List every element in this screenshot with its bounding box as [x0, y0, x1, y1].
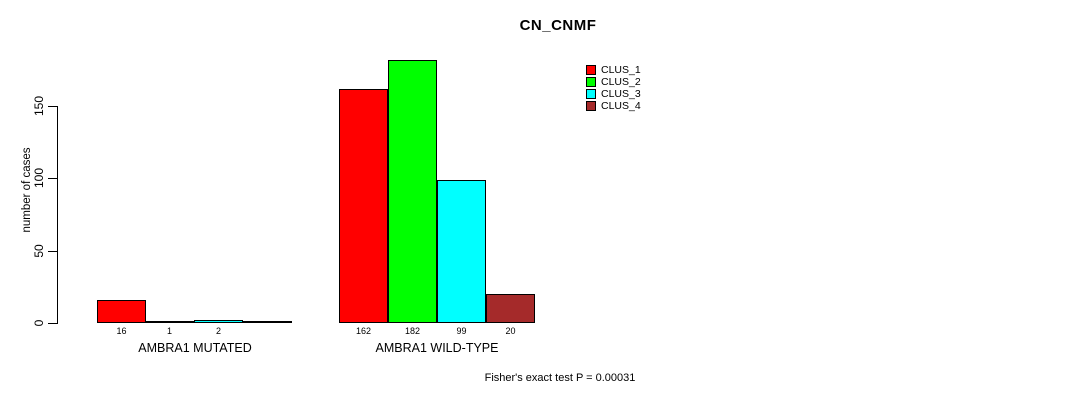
legend-label: CLUS_2	[601, 76, 641, 88]
legend-label: CLUS_4	[601, 100, 641, 112]
legend-swatch-icon	[586, 65, 596, 75]
fisher-test-note: Fisher's exact test P = 0.00031	[484, 372, 636, 384]
y-tick-mark	[48, 251, 58, 252]
bar-value-label: 16	[116, 326, 127, 336]
y-tick-mark	[48, 178, 58, 179]
legend-row: CLUS_3	[586, 88, 641, 100]
legend-row: CLUS_4	[586, 100, 641, 112]
y-tick-mark	[48, 323, 58, 324]
bar-clus_1-group1	[97, 300, 146, 323]
legend: CLUS_1 CLUS_2 CLUS_3 CLUS_4	[586, 64, 641, 112]
bar-clus_3-group2	[437, 180, 486, 323]
y-tick-label: 50	[32, 244, 46, 258]
bar-value-label: 2	[215, 326, 221, 336]
bar-value-label: 182	[404, 326, 421, 336]
legend-label: CLUS_1	[601, 64, 641, 76]
bar-clus_4-group1	[243, 321, 292, 323]
bar-value-label: 20	[505, 326, 516, 336]
bar-value-label: 1	[166, 326, 172, 336]
legend-row: CLUS_2	[586, 76, 641, 88]
legend-label: CLUS_3	[601, 88, 641, 100]
bar-clus_3-group1	[194, 320, 243, 323]
legend-swatch-icon	[586, 77, 596, 87]
bar-clus_2-group2	[388, 60, 437, 323]
y-tick-label: 0	[32, 319, 46, 327]
bar-value-label: 162	[355, 326, 372, 336]
bar-clus_1-group2	[339, 89, 388, 323]
group-label: AMBRA1 WILD-TYPE	[375, 341, 499, 355]
legend-swatch-icon	[586, 89, 596, 99]
bar-clus_4-group2	[486, 294, 535, 323]
y-tick-label: 100	[32, 167, 46, 189]
legend-row: CLUS_1	[586, 64, 641, 76]
y-tick-label: 150	[32, 95, 46, 117]
y-axis-title: number of cases	[21, 147, 33, 233]
group-label: AMBRA1 MUTATED	[138, 341, 252, 355]
legend-swatch-icon	[586, 101, 596, 111]
y-axis-line	[57, 106, 58, 324]
y-tick-mark	[48, 106, 58, 107]
bar-value-label: 99	[456, 326, 467, 336]
bar-clus_2-group1	[145, 321, 194, 323]
chart-title: CN_CNMF	[519, 17, 597, 34]
